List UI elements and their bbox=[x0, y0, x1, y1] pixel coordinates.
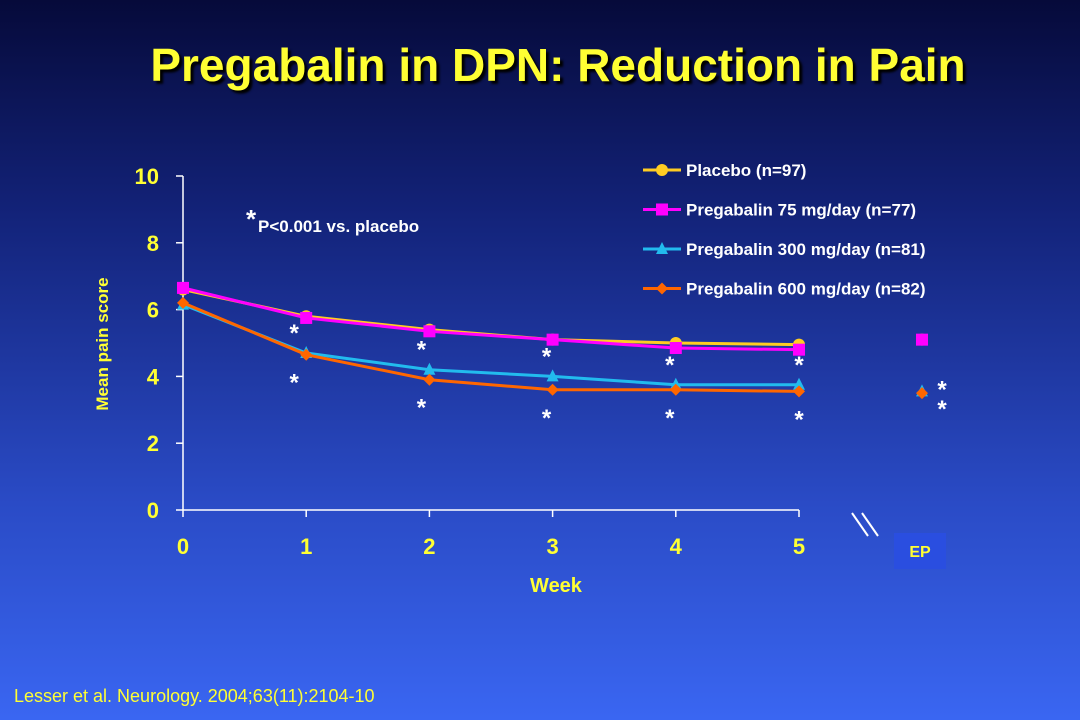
data-point bbox=[423, 373, 436, 386]
x-tick-label: 4 bbox=[670, 534, 683, 559]
legend-marker bbox=[656, 203, 668, 216]
data-point bbox=[546, 369, 559, 382]
data-point bbox=[669, 342, 682, 355]
data-point bbox=[669, 383, 682, 396]
legend-marker bbox=[656, 242, 668, 254]
series-4: ** * * * * bbox=[177, 296, 947, 433]
x-axis-label: Week bbox=[530, 575, 583, 597]
significance-star: * bbox=[542, 405, 552, 432]
legend-item-1: Placebo (n=97) bbox=[643, 161, 806, 180]
axis-break-mark bbox=[851, 512, 869, 537]
legend-label: Pregabalin 600 mg/day (n=82) bbox=[686, 280, 926, 299]
significance-star: * bbox=[290, 320, 300, 347]
page-title: Pregabalin in DPN: Reduction in Pain bbox=[150, 39, 966, 91]
significance-star: * bbox=[290, 370, 300, 397]
significance-star: * bbox=[794, 406, 804, 433]
axis-break-mark bbox=[861, 512, 879, 537]
y-tick-label: 8 bbox=[147, 231, 159, 256]
data-point bbox=[546, 383, 559, 396]
significance-star: * bbox=[794, 352, 804, 379]
significance-star: * bbox=[937, 376, 947, 403]
data-point bbox=[793, 385, 805, 398]
y-tick-label: 4 bbox=[147, 364, 160, 389]
y-tick-label: 2 bbox=[147, 431, 159, 456]
legend-marker bbox=[656, 164, 668, 176]
x-tick-label: 1 bbox=[300, 534, 312, 559]
chart-axes: 0 2 4 6 8 10 0 1 2 3 4 5 bbox=[135, 164, 879, 559]
data-point bbox=[177, 281, 189, 294]
data-point bbox=[300, 311, 313, 324]
legend-item-2: Pregabalin 75 mg/day (n=77) bbox=[643, 201, 916, 220]
significance-star: * bbox=[665, 405, 675, 432]
series-line bbox=[182, 286, 800, 352]
legend-label: Pregabalin 300 mg/day (n=81) bbox=[686, 240, 926, 259]
x-tick-label: 5 bbox=[793, 534, 805, 559]
legend-label: Placebo (n=97) bbox=[686, 161, 806, 180]
y-axis-label: Mean pain score bbox=[93, 277, 112, 410]
legend-item-3: Pregabalin 300 mg/day (n=81) bbox=[643, 240, 926, 259]
citation: Lesser et al. Neurology. 2004;63(11):210… bbox=[14, 686, 375, 706]
series-2 bbox=[177, 281, 928, 356]
legend-item-4: Pregabalin 600 mg/day (n=82) bbox=[643, 280, 926, 299]
y-tick-label: 10 bbox=[135, 164, 159, 189]
x-tick-label: 3 bbox=[546, 534, 558, 559]
x-tick-label: 0 bbox=[177, 534, 189, 559]
legend-marker bbox=[656, 282, 668, 295]
data-point bbox=[916, 387, 928, 400]
data-point bbox=[300, 348, 313, 361]
significance-annotation: * P<0.001 vs. placebo bbox=[246, 204, 419, 236]
annotation-text: P<0.001 vs. placebo bbox=[258, 217, 419, 236]
data-point bbox=[793, 343, 805, 356]
endpoint-box bbox=[894, 533, 946, 569]
data-point bbox=[423, 325, 436, 338]
significance-star: * bbox=[937, 396, 947, 423]
x-tick-label: 2 bbox=[423, 534, 435, 559]
data-point bbox=[177, 296, 189, 309]
legend-label: Pregabalin 75 mg/day (n=77) bbox=[686, 201, 916, 220]
series-line bbox=[182, 301, 800, 393]
data-point bbox=[546, 333, 559, 346]
chart-series: ** * * **** * * * * bbox=[177, 281, 947, 433]
significance-star: * bbox=[665, 352, 675, 379]
y-tick-label: 0 bbox=[147, 498, 159, 523]
data-point bbox=[793, 377, 805, 390]
significance-star: * bbox=[542, 343, 552, 370]
significance-star: * bbox=[417, 395, 427, 422]
significance-star: * bbox=[417, 337, 427, 364]
endpoint-label: EP bbox=[909, 544, 931, 561]
annotation-star: * bbox=[246, 204, 257, 234]
data-point bbox=[423, 362, 436, 375]
data-point bbox=[916, 333, 928, 346]
y-tick-label: 6 bbox=[147, 298, 159, 323]
data-point bbox=[669, 377, 682, 390]
chart-legend: Placebo (n=97) Pregabalin 75 mg/day (n=77… bbox=[643, 161, 926, 299]
